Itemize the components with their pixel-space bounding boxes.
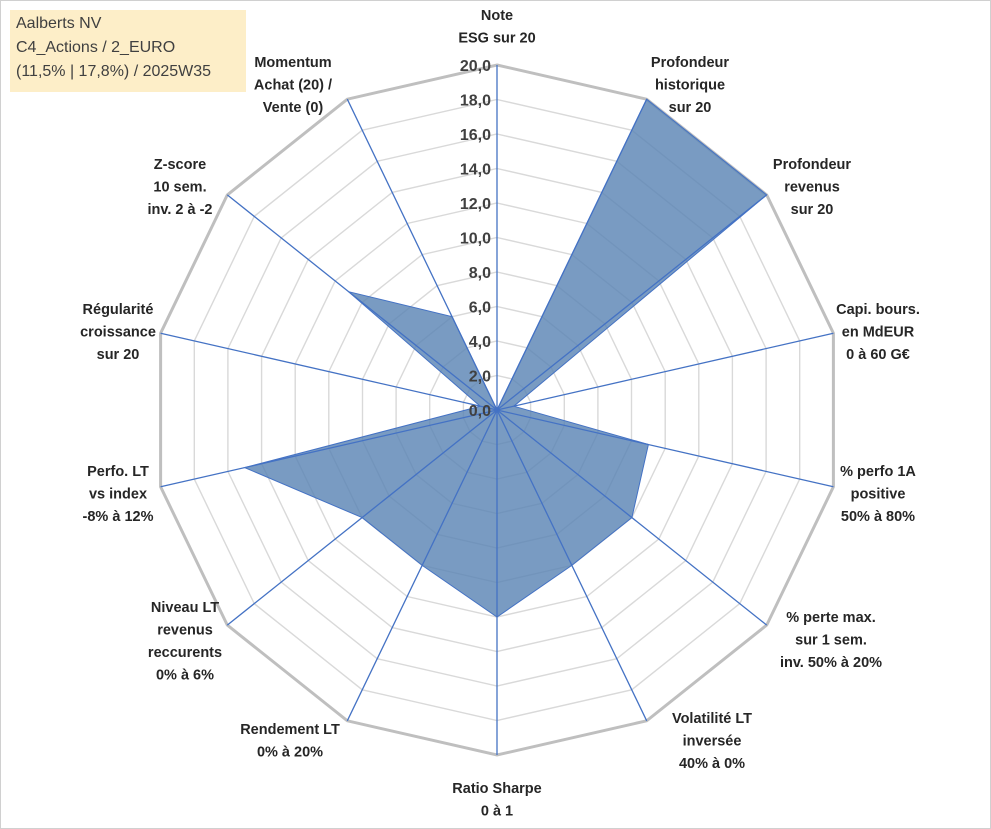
tick-label: 4,0 — [469, 334, 491, 351]
axis-spoke — [160, 409, 498, 488]
tick-label: 16,0 — [460, 127, 491, 144]
axis-label: % perfo 1A positive 50% à 80% — [840, 464, 916, 525]
axis-label: Perfo. LT vs index -8% à 12% — [83, 464, 154, 525]
axis-spoke — [496, 409, 648, 722]
axis-label: Note ESG sur 20 — [458, 8, 535, 47]
axis-label: Profondeur revenus sur 20 — [773, 157, 851, 218]
tick-label: 14,0 — [460, 162, 491, 179]
tick-label: 20,0 — [460, 58, 491, 75]
tick-label: 10,0 — [460, 231, 491, 248]
axis-spoke — [496, 194, 768, 411]
axis-label: Capi. bours. en MdEUR 0 à 60 G€ — [836, 302, 920, 363]
tick-label: 6,0 — [469, 300, 491, 317]
category-label: C4_Actions / 2_EURO — [16, 39, 176, 56]
tick-label: 12,0 — [460, 196, 491, 213]
axis-spoke — [226, 409, 498, 626]
tick-label: 8,0 — [469, 265, 491, 282]
axis-spoke — [496, 409, 834, 488]
axis-spoke — [226, 194, 498, 411]
axis-label: Momentum Achat (20) / Vente (0) — [254, 55, 332, 116]
info-box: Aalberts NV C4_Actions / 2_EURO (11,5% |… — [10, 10, 246, 92]
axis-label: % perte max. sur 1 sem. inv. 50% à 20% — [780, 610, 882, 671]
axis-label: Niveau LT revenus reccurents 0% à 6% — [148, 600, 222, 684]
period-label: (11,5% | 17,8%) / 2025W35 — [16, 63, 212, 80]
axis-label: Régularité croissance sur 20 — [80, 302, 156, 363]
axis-label: Volatilité LT inversée 40% à 0% — [672, 711, 752, 772]
axis-label: Z-score 10 sem. inv. 2 à -2 — [147, 157, 212, 218]
radar-axis-labels: Note ESG sur 20 Profondeur historique sur 20… — [80, 8, 920, 820]
tick-label: 0,0 — [469, 403, 491, 420]
radar-spokes — [160, 65, 834, 755]
radar-tick-labels: 0,0 2,0 4,0 6,0 8,0 10,0 12,0 14,0 16,0 18,0 20,0 — [460, 58, 491, 420]
axis-label: Rendement LT 0% à 20% — [240, 722, 340, 761]
axis-spoke — [496, 332, 834, 411]
axis-label: Profondeur historique sur 20 — [651, 55, 729, 116]
company-name: Aalberts NV — [16, 15, 102, 32]
tick-label: 18,0 — [460, 93, 491, 110]
radar-series — [243, 98, 768, 618]
axis-spoke — [160, 332, 498, 411]
axis-spoke — [496, 409, 768, 626]
series-area — [243, 98, 768, 618]
axis-label: Ratio Sharpe 0 à 1 — [452, 781, 541, 820]
axis-spoke — [496, 98, 648, 411]
tick-label: 2,0 — [469, 369, 491, 386]
axis-spoke — [346, 98, 498, 411]
axis-spoke — [346, 409, 498, 722]
